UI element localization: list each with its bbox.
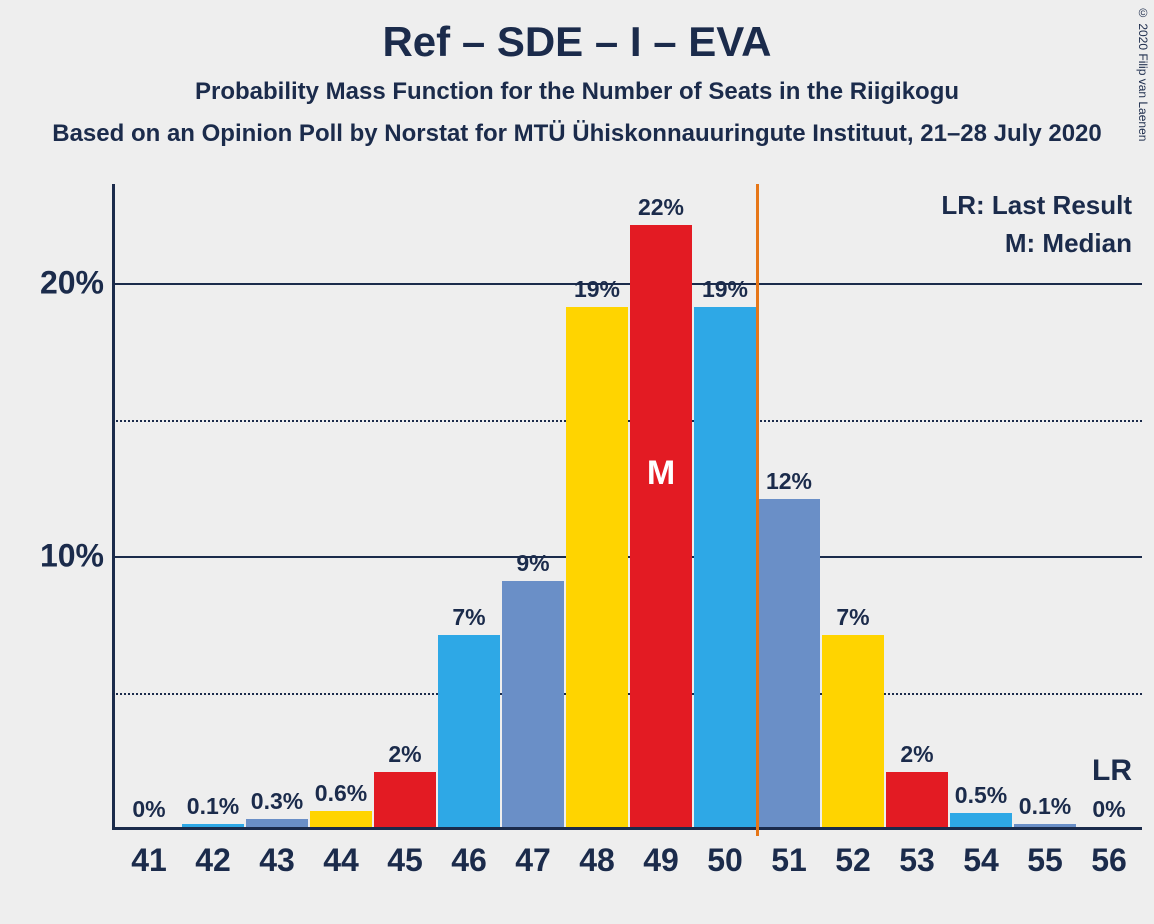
x-tick-label: 45 bbox=[387, 842, 423, 879]
x-tick-label: 53 bbox=[899, 842, 935, 879]
bar-value-label: 0% bbox=[118, 796, 180, 827]
bar-value-label: 0% bbox=[1078, 796, 1140, 827]
bar-value-label: 0.5% bbox=[950, 782, 1012, 813]
bar: 0.6% bbox=[310, 811, 372, 827]
bar-value-label: 7% bbox=[438, 604, 500, 635]
bar-value-label: 9% bbox=[502, 550, 564, 581]
median-marker: M bbox=[630, 454, 692, 493]
x-tick-label: 50 bbox=[707, 842, 743, 879]
lr-label: LR bbox=[1092, 754, 1132, 788]
bar-value-label: 22% bbox=[630, 194, 692, 225]
bar-value-label: 12% bbox=[758, 468, 820, 499]
bar-value-label: 0.3% bbox=[246, 788, 308, 819]
x-tick-label: 55 bbox=[1027, 842, 1063, 879]
bar-value-label: 0.1% bbox=[182, 793, 244, 824]
bar: 7% bbox=[438, 635, 500, 827]
bar: 22%M bbox=[630, 225, 692, 827]
x-tick-label: 54 bbox=[963, 842, 999, 879]
bar: 0.1% bbox=[1014, 824, 1076, 827]
bar: 0.1% bbox=[182, 824, 244, 827]
x-tick-label: 44 bbox=[323, 842, 359, 879]
y-tick-label: 10% bbox=[40, 538, 104, 575]
x-tick-label: 49 bbox=[643, 842, 679, 879]
bar: 19% bbox=[566, 307, 628, 827]
x-tick-label: 56 bbox=[1091, 842, 1127, 879]
x-tick-label: 47 bbox=[515, 842, 551, 879]
x-tick-label: 48 bbox=[579, 842, 615, 879]
x-tick-label: 52 bbox=[835, 842, 871, 879]
legend-lr: LR: Last Result bbox=[941, 190, 1132, 221]
x-axis bbox=[112, 827, 1142, 830]
bar-value-label: 7% bbox=[822, 604, 884, 635]
x-tick-label: 46 bbox=[451, 842, 487, 879]
x-tick-label: 43 bbox=[259, 842, 295, 879]
x-tick-label: 41 bbox=[131, 842, 167, 879]
x-tick-label: 42 bbox=[195, 842, 231, 879]
bar: 2% bbox=[374, 772, 436, 827]
bar: 12% bbox=[758, 499, 820, 827]
bar: 0.3% bbox=[246, 819, 308, 827]
chart-plot-area: 0%0.1%0.3%0.6%2%7%9%19%22%M19%12%7%2%0.5… bbox=[112, 184, 1142, 830]
y-tick-label: 20% bbox=[40, 264, 104, 301]
chart-subtitle-1: Probability Mass Function for the Number… bbox=[0, 78, 1154, 106]
x-tick-label: 51 bbox=[771, 842, 807, 879]
bar-value-label: 0.1% bbox=[1014, 793, 1076, 824]
bar-value-label: 0.6% bbox=[310, 780, 372, 811]
chart-title: Ref – SDE – I – EVA bbox=[0, 18, 1154, 66]
bar: 19% bbox=[694, 307, 756, 827]
bar-value-label: 19% bbox=[694, 276, 756, 307]
bar-value-label: 2% bbox=[886, 741, 948, 772]
y-axis bbox=[112, 184, 115, 830]
chart-subtitle-2: Based on an Opinion Poll by Norstat for … bbox=[0, 120, 1154, 148]
bar: 7% bbox=[822, 635, 884, 827]
legend-m: M: Median bbox=[1005, 228, 1132, 259]
bar: 2% bbox=[886, 772, 948, 827]
bar-value-label: 19% bbox=[566, 276, 628, 307]
bar-value-label: 2% bbox=[374, 741, 436, 772]
bar: 9% bbox=[502, 581, 564, 827]
bar: 0.5% bbox=[950, 813, 1012, 827]
lr-line bbox=[756, 184, 759, 836]
